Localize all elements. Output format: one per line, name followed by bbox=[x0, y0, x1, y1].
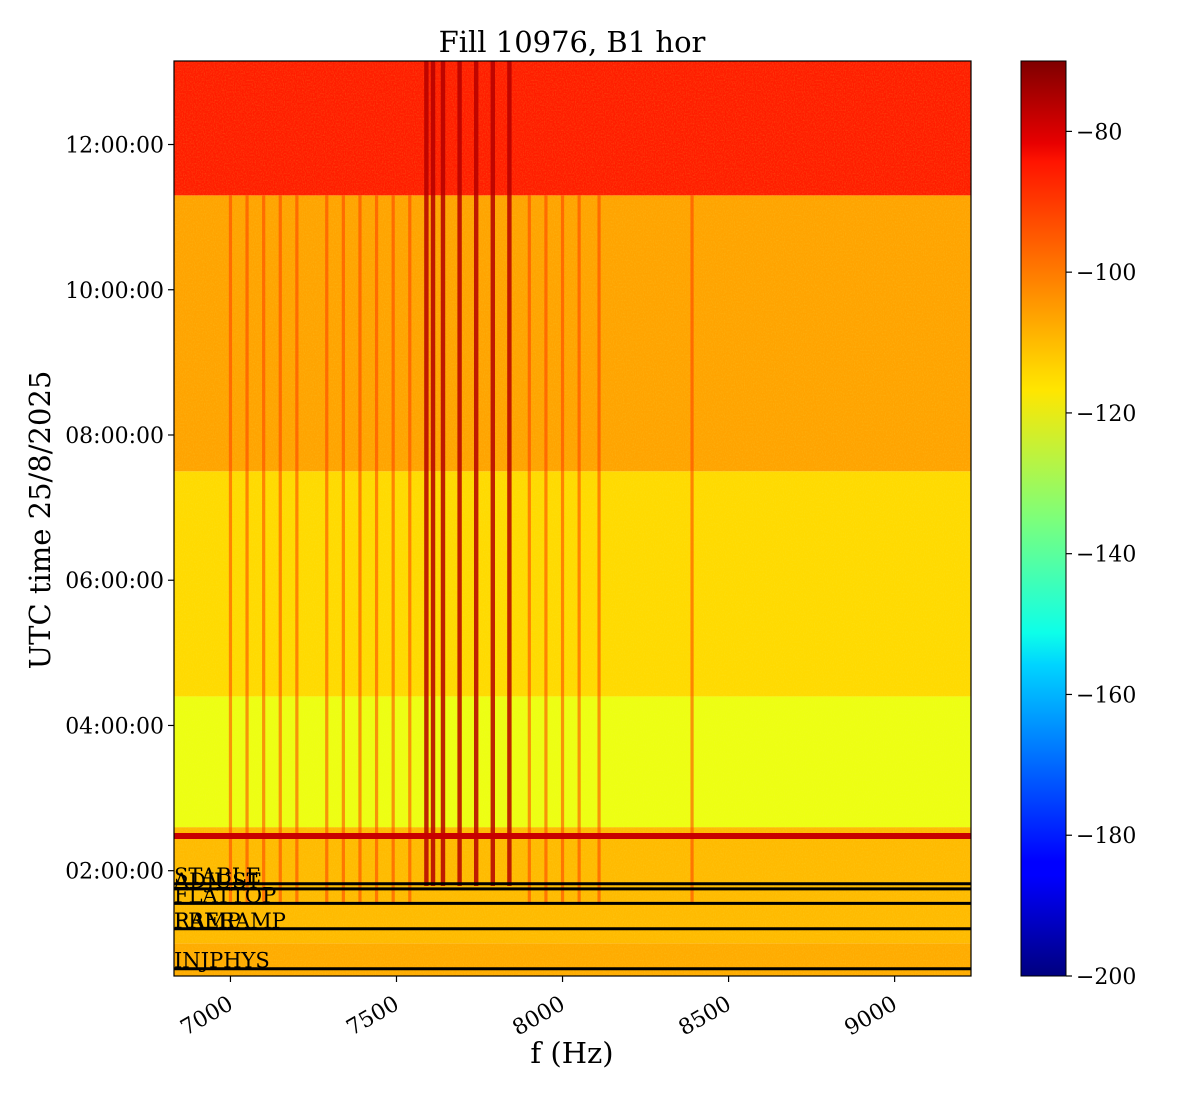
noise-texture bbox=[174, 61, 971, 976]
y-tick-label: 10:00:00 bbox=[65, 279, 164, 304]
spectral-line bbox=[295, 195, 299, 904]
colorbar-tick-label: −120 bbox=[1076, 402, 1136, 427]
y-tick-label: 04:00:00 bbox=[65, 714, 164, 739]
spectral-line bbox=[391, 195, 395, 904]
spectral-line bbox=[228, 195, 233, 904]
dump-band bbox=[174, 833, 971, 839]
y-tick-label: 06:00:00 bbox=[65, 569, 164, 594]
plot-area bbox=[174, 61, 971, 976]
x-tick-label: 8500 bbox=[675, 992, 736, 1042]
y-axis: 02:00:00 04:00:00 06:00:00 08:00:00 10:00:00… bbox=[65, 134, 174, 885]
spectral-line bbox=[507, 61, 512, 886]
y-tick-label: 12:00:00 bbox=[65, 134, 164, 159]
beam-mode-lines bbox=[174, 882, 971, 971]
spectral-line bbox=[430, 61, 436, 886]
spectral-line bbox=[560, 195, 565, 904]
spectral-line bbox=[457, 61, 462, 886]
beam-mode-label: STABLE bbox=[174, 864, 261, 888]
spectral-line bbox=[597, 195, 601, 904]
x-axis-label: f (Hz) bbox=[530, 1036, 613, 1070]
colorbar-tick-label: −160 bbox=[1076, 683, 1136, 708]
spectral-line bbox=[473, 61, 479, 886]
beam-mode-label: INJPHYS bbox=[174, 949, 270, 973]
spectral-line bbox=[245, 195, 249, 904]
spectral-line bbox=[374, 195, 379, 904]
y-tick-label: 02:00:00 bbox=[65, 860, 164, 885]
spectral-line bbox=[440, 61, 446, 886]
spectral-line bbox=[358, 195, 362, 904]
plot-frame bbox=[173, 60, 972, 977]
x-axis: 7000 7500 8000 8500 9000 bbox=[176, 976, 902, 1042]
colorbar-tick-label: −140 bbox=[1076, 543, 1136, 568]
y-tick-label: 08:00:00 bbox=[65, 424, 164, 449]
beam-mode-label: FLATTOP bbox=[174, 883, 276, 907]
colorbar-tick-label: −80 bbox=[1076, 120, 1122, 145]
spectral-line bbox=[408, 195, 412, 904]
spectral-line bbox=[527, 195, 531, 904]
x-tick-label: 7500 bbox=[342, 992, 403, 1042]
spectral-line bbox=[690, 195, 694, 904]
chart-title: Fill 10976, B1 hor bbox=[439, 25, 706, 59]
spectral-lines bbox=[228, 61, 694, 904]
colorbar-tick-label: −100 bbox=[1076, 261, 1136, 286]
y-axis-label: UTC time 25/8/2025 bbox=[23, 371, 57, 670]
colorbar-axis: −80 −100 −120 −140 −160 −180 −200 bbox=[1066, 120, 1136, 990]
spectral-line bbox=[424, 61, 429, 886]
spectral-line bbox=[278, 195, 282, 904]
spectral-line bbox=[544, 195, 548, 904]
spectral-line bbox=[577, 195, 581, 904]
colorbar-tick-label: −200 bbox=[1076, 965, 1136, 990]
x-tick-label: 7000 bbox=[176, 992, 237, 1042]
spectral-line bbox=[325, 195, 329, 904]
x-tick-label: 9000 bbox=[841, 992, 902, 1042]
x-tick-label: 8000 bbox=[509, 992, 570, 1042]
spectral-line bbox=[490, 61, 495, 886]
beam-mode-label: PRERAMP bbox=[174, 909, 286, 933]
spectral-line bbox=[262, 195, 266, 904]
beam-mode-label: RAMP bbox=[174, 909, 241, 933]
beam-mode-label: ADJUST bbox=[173, 869, 261, 893]
colorbar bbox=[1020, 60, 1067, 977]
colorbar-tick-label: −180 bbox=[1076, 824, 1136, 849]
spectral-line bbox=[341, 195, 345, 904]
